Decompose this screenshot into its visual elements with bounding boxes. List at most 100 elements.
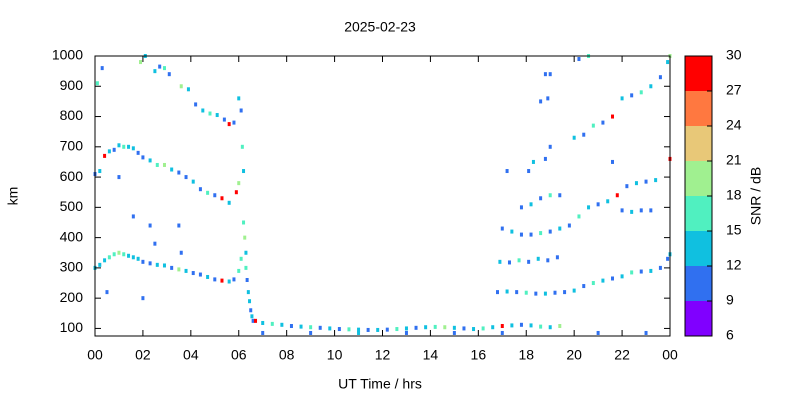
data-point: [620, 208, 624, 213]
data-point: [414, 325, 418, 330]
data-point: [472, 327, 476, 332]
data-point: [244, 250, 248, 255]
data-point: [227, 279, 231, 284]
data-point: [242, 220, 246, 225]
data-point: [654, 178, 658, 183]
data-point: [500, 330, 504, 335]
data-point: [242, 169, 246, 174]
y-axis-label: km: [5, 187, 21, 206]
data-point: [500, 324, 504, 329]
x-tick-label: 14: [423, 347, 439, 363]
colorbar-band: [685, 56, 712, 91]
data-point: [620, 274, 624, 279]
data-point: [611, 276, 614, 281]
data-point: [194, 102, 198, 107]
data-point: [510, 323, 514, 328]
chart-title: 2025-02-23: [344, 19, 416, 35]
data-point: [122, 252, 126, 257]
data-point: [606, 199, 610, 204]
data-point: [254, 318, 258, 323]
data-point: [153, 69, 157, 74]
data-point: [107, 255, 111, 260]
data-point: [237, 181, 241, 186]
data-point: [376, 327, 380, 332]
data-point: [239, 108, 243, 113]
data-point: [505, 169, 509, 174]
data-point: [237, 268, 241, 273]
data-point: [107, 149, 111, 154]
data-point: [505, 289, 509, 294]
data-point: [639, 90, 643, 95]
y-tick-label: 300: [60, 259, 84, 275]
data-point: [245, 278, 249, 282]
colorbar-band: [685, 126, 712, 161]
data-point: [529, 202, 533, 207]
data-point: [227, 122, 231, 127]
data-point: [131, 255, 135, 260]
data-point: [179, 250, 183, 255]
data-point: [519, 322, 523, 327]
colorbar-band: [685, 231, 712, 266]
colorbar-tick-label: 27: [726, 82, 742, 98]
data-point: [639, 208, 643, 213]
data-point: [649, 268, 653, 273]
data-point: [136, 256, 140, 261]
data-point: [148, 223, 152, 228]
data-point: [443, 325, 447, 330]
data-point: [184, 268, 188, 273]
colorbar-tick-label: 21: [726, 152, 742, 168]
x-tick-label: 06: [231, 347, 247, 363]
data-point: [666, 60, 670, 65]
data-point: [577, 57, 581, 62]
data-point: [546, 96, 550, 101]
data-point: [243, 235, 247, 240]
data-point: [177, 267, 181, 272]
data-point: [510, 229, 514, 234]
data-point: [162, 66, 166, 71]
x-tick-label: 22: [614, 347, 630, 363]
data-point: [548, 72, 552, 77]
data-point: [515, 290, 519, 295]
data-point: [611, 114, 614, 119]
data-point: [567, 223, 571, 228]
data-point: [531, 159, 535, 164]
data-point: [249, 308, 253, 313]
y-tick-label: 800: [60, 107, 84, 123]
data-point: [649, 84, 653, 89]
data-point: [548, 229, 552, 234]
y-tick-label: 1000: [52, 47, 83, 63]
data-point: [206, 274, 210, 279]
data-point: [496, 290, 499, 295]
data-point: [543, 291, 547, 296]
data-point: [357, 330, 361, 335]
data-point: [548, 325, 552, 330]
data-point: [644, 330, 648, 335]
y-tick-label: 700: [60, 138, 84, 154]
plot-frame: [94, 55, 671, 337]
data-point: [328, 326, 332, 331]
data-point: [162, 162, 166, 167]
data-point: [630, 270, 634, 275]
data-point: [141, 155, 145, 160]
data-point: [261, 320, 265, 325]
colorbar-tick-label: 30: [726, 47, 742, 63]
data-point: [620, 96, 624, 101]
data-point: [136, 150, 140, 155]
data-point: [206, 190, 210, 195]
data-point: [246, 290, 250, 295]
x-tick-label: 08: [279, 347, 295, 363]
colorbar-tick-label: 12: [726, 257, 742, 273]
data-point: [186, 87, 190, 92]
x-tick-label: 16: [471, 347, 487, 363]
data-point: [500, 226, 504, 231]
data-point: [582, 132, 586, 137]
data-point: [582, 284, 586, 289]
data-point: [529, 232, 533, 237]
data-point: [213, 277, 217, 282]
data-point: [170, 265, 174, 270]
data-point: [591, 123, 595, 128]
data-point: [558, 193, 562, 198]
data-point: [309, 330, 313, 335]
data-point: [572, 135, 576, 140]
y-tick-label: 900: [60, 77, 84, 93]
